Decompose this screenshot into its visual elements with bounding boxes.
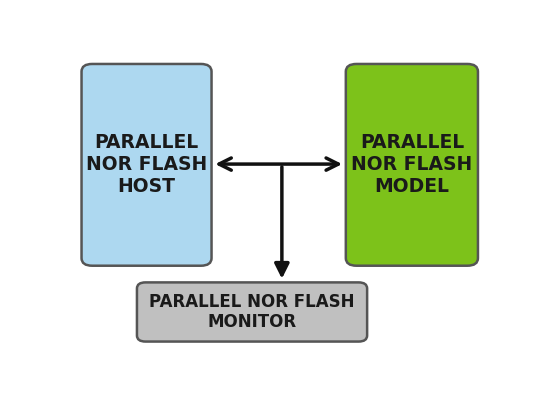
FancyBboxPatch shape	[346, 64, 478, 266]
Text: PARALLEL NOR FLASH
MONITOR: PARALLEL NOR FLASH MONITOR	[149, 293, 355, 331]
FancyBboxPatch shape	[81, 64, 212, 266]
Text: PARALLEL
NOR FLASH
HOST: PARALLEL NOR FLASH HOST	[86, 133, 207, 196]
Text: PARALLEL
NOR FLASH
MODEL: PARALLEL NOR FLASH MODEL	[351, 133, 472, 196]
FancyBboxPatch shape	[137, 282, 367, 342]
